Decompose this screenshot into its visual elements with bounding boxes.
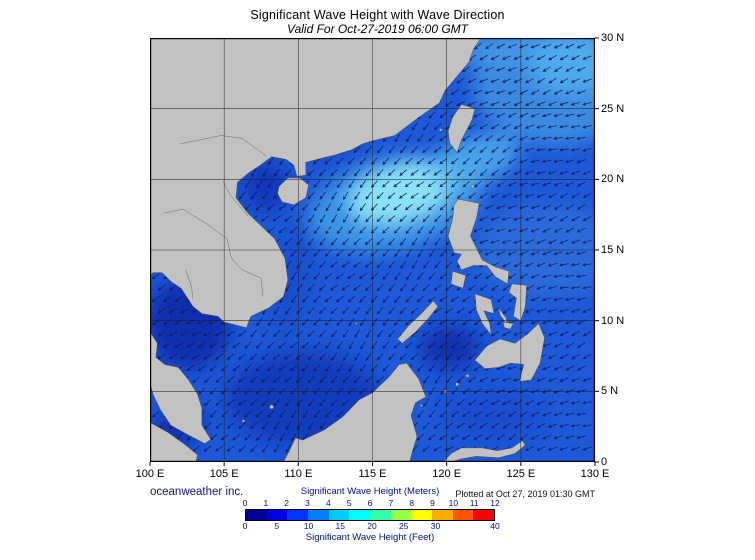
small-island — [470, 184, 475, 189]
colorbar-cell — [308, 510, 329, 520]
colorbar-meters-tick: 4 — [325, 498, 331, 508]
colorbar-meters-label: Significant Wave Height (Meters) — [300, 486, 440, 497]
lat-tick-label: 0 — [601, 456, 608, 468]
colorbar-cell — [246, 510, 267, 520]
lon-tick-label: 110 E — [284, 468, 313, 480]
land-mindanao — [474, 323, 545, 382]
credit-text: oceanweather inc. — [150, 486, 244, 498]
land-hainan — [277, 177, 309, 206]
land-mindoro — [450, 270, 467, 289]
colorbar-meters-tick: 12 — [490, 498, 500, 508]
colorbar-meters-tick: 3 — [305, 498, 310, 508]
lat-tick-label: 10 N — [601, 314, 625, 327]
colorbar-feet-tick: 25 — [399, 521, 409, 531]
colorbar-feet-ticks: 0 5 10 15 20 25 30 40 — [242, 521, 500, 532]
lon-tick-label: 100 E — [135, 468, 165, 480]
small-island — [355, 322, 358, 325]
longitude-axis: 100 E 105 E 110 E 115 E 120 E 125 E 130 E — [136, 468, 610, 482]
colorbar-feet-tick: 0 — [242, 521, 248, 531]
lat-tick-label: 30 N — [601, 32, 625, 44]
chart-title: Significant Wave Height with Wave Direct… — [250, 8, 505, 22]
land-sumatra — [150, 422, 198, 462]
map-canvas — [149, 37, 599, 466]
colorbar-feet-tick: 30 — [430, 521, 441, 531]
land-luzon — [447, 198, 510, 285]
land-peninsula — [150, 331, 212, 444]
land-sulawesi — [443, 440, 526, 462]
colorbar-meters-ticks: 0 1 2 3 4 5 6 7 8 9 10 11 12 — [242, 498, 500, 509]
wave-map-svg — [149, 37, 599, 466]
small-island — [465, 374, 470, 378]
colorbar-cell — [328, 510, 350, 520]
lat-tick-label: 25 N — [601, 102, 625, 115]
colorbar-gradient — [245, 509, 495, 521]
land-taiwan — [447, 104, 476, 154]
lon-tick-label: 125 E — [506, 468, 536, 480]
lon-tick-label: 105 E — [209, 468, 239, 480]
colorbar-feet-label: Significant Wave Height (Feet) — [305, 532, 435, 543]
small-island — [473, 171, 477, 175]
colorbar-feet-tick: 20 — [367, 521, 377, 531]
small-island — [420, 404, 423, 407]
colorbar-cell — [390, 510, 412, 520]
colorbar-meters-tick: 0 — [242, 498, 248, 508]
colorbar-cell — [287, 510, 309, 520]
lon-tick-label: 130 E — [580, 468, 610, 480]
colorbar-cell — [349, 510, 371, 520]
colorbar-meters-tick: 2 — [284, 498, 290, 508]
colorbar-meters-tick: 7 — [388, 498, 394, 508]
land-palawan — [397, 300, 439, 344]
colorbar-feet-tick: 15 — [335, 521, 345, 531]
small-island — [455, 382, 459, 387]
land-bohol — [502, 321, 514, 330]
small-island — [326, 229, 330, 232]
chart-valid-time: Valid For Oct-27-2019 06:00 GMT — [287, 22, 468, 36]
colorbar-meters-tick: 6 — [367, 498, 373, 508]
colorbar-feet-tick: 40 — [490, 521, 500, 531]
lat-tick-label: 5 N — [601, 385, 619, 398]
colorbar-meters-tick: 1 — [263, 498, 269, 508]
small-island — [241, 419, 245, 423]
colorbar-feet-tick: 10 — [303, 521, 314, 531]
lon-tick-label: 120 E — [432, 468, 462, 480]
colorbar-cell — [432, 510, 453, 520]
small-island — [439, 128, 443, 132]
colorbar-meters-tick: 5 — [346, 498, 352, 508]
colorbar-feet-tick: 5 — [274, 521, 280, 531]
lon-tick-label: 115 E — [358, 468, 387, 480]
colorbar-cell — [411, 510, 433, 520]
colorbar-cell — [452, 510, 474, 520]
colorbar-cell — [266, 510, 288, 520]
small-island — [269, 404, 274, 410]
colorbar-meters-tick: 11 — [469, 498, 479, 508]
land-samar — [508, 283, 528, 322]
lat-tick-label: 15 N — [601, 244, 625, 256]
colorbar-meters-tick: 8 — [409, 498, 415, 508]
lat-tick-label: 20 N — [601, 173, 625, 186]
colorbar-meters-tick: 10 — [448, 498, 459, 508]
land-mainland — [150, 38, 482, 328]
latitude-axis: 30 N 25 N 20 N 15 N 10 N 5 N 0 — [601, 32, 643, 468]
plotted-timestamp: Plotted at Oct 27, 2019 01:30 GMT — [455, 489, 595, 499]
land-panay — [474, 293, 495, 336]
colorbar-cell — [473, 510, 495, 520]
colorbar-meters-tick: 9 — [430, 498, 435, 508]
land-borneo — [283, 362, 427, 462]
colorbar-cell — [370, 510, 391, 520]
